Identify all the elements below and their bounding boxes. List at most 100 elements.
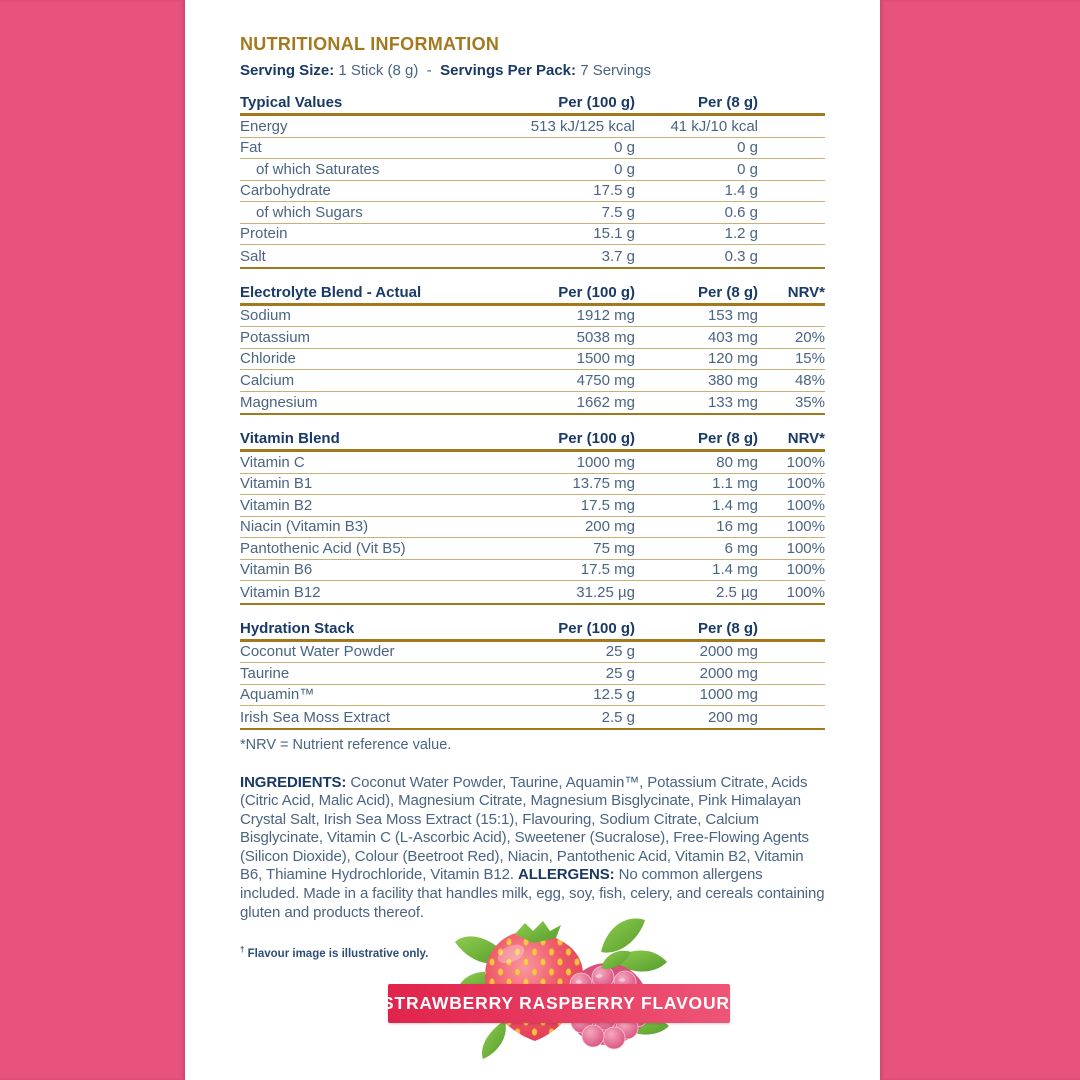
- table-row: Calcium 4750 mg 380 mg 48%: [240, 370, 825, 392]
- row-label: of which Sugars: [256, 203, 363, 221]
- row-label: Vitamin B12: [240, 583, 321, 601]
- per100-value: 200 mg: [584, 518, 635, 535]
- nrv-value: 100%: [786, 453, 825, 471]
- row-label: Carbohydrate: [240, 182, 331, 199]
- per8-value: 0.3 g: [724, 247, 758, 265]
- nrv-value: 100%: [786, 518, 825, 535]
- nrv-value: 100%: [786, 475, 825, 492]
- table-row: Taurine 25 g 2000 mg: [240, 663, 825, 685]
- table-header-row: Electrolyte Blend - Actual Per (100 g) Per…: [240, 281, 825, 306]
- table-row: Vitamin B2 17.5 mg 1.4 mg 100%: [240, 495, 825, 517]
- col-per8-header: Per (8 g): [697, 283, 758, 301]
- col-per8-header: Per (8 g): [697, 430, 758, 447]
- nrv-footnote: *NRV = Nutrient reference value.: [240, 736, 452, 753]
- per100-value: 0 g: [614, 160, 635, 178]
- col-per100-header: Per (100 g): [558, 94, 635, 111]
- section-title: Typical Values: [240, 94, 343, 111]
- per8-value: 0 g: [737, 160, 758, 178]
- row-label: Vitamin B6: [240, 561, 313, 578]
- table-row: Pantothenic Acid (Vit B5) 75 mg 6 mg 100%: [240, 538, 825, 560]
- nrv-value: 48%: [794, 371, 825, 389]
- per100-value: 7.5 g: [601, 203, 635, 221]
- table-header-row: Typical Values Per (100 g) Per (8 g): [240, 91, 825, 116]
- row-label: Vitamin B2: [240, 496, 313, 514]
- table-row: Coconut Water Powder 25 g 2000 mg: [240, 642, 825, 663]
- per8-value: 6 mg: [724, 539, 758, 557]
- servings-per-pack-label: Servings Per Pack:: [440, 62, 577, 79]
- col-per100-header: Per (100 g): [558, 430, 635, 447]
- nrv-value: 20%: [794, 328, 825, 346]
- ingredients-label: INGREDIENTS:: [240, 773, 347, 791]
- row-label: Magnesium: [240, 394, 318, 411]
- table-row: Sodium 1912 mg 153 mg: [240, 306, 825, 327]
- table-vitamin-blend: Vitamin Blend Per (100 g) Per (8 g) NRV* Vit…: [240, 427, 825, 605]
- allergens-text: No common allergens included. Made in a …: [240, 866, 825, 921]
- per100-value: 5038 mg: [576, 328, 635, 346]
- table-row: Protein 15.1 g 1.2 g: [240, 224, 825, 245]
- table-row: Chloride 1500 mg 120 mg 15%: [240, 349, 825, 370]
- flavour-banner-dagger: †: [729, 994, 736, 1006]
- col-per8-header: Per (8 g): [697, 619, 758, 637]
- per8-value: 2.5 µg: [715, 583, 758, 601]
- label-content: NUTRITIONAL INFORMATION Serving Size: 1 …: [240, 34, 825, 960]
- table-row: Vitamin B12 31.25 µg 2.5 µg 100%: [240, 581, 825, 603]
- table-row: Energy 513 kJ/125 kcal 41 kJ/10 kcal: [240, 116, 825, 138]
- per100-value: 17.5 g: [593, 182, 635, 199]
- table-row: of which Saturates 0 g 0 g: [240, 159, 825, 181]
- table-electrolyte-blend: Electrolyte Blend - Actual Per (100 g) Per…: [240, 281, 825, 415]
- nrv-value: 100%: [786, 583, 825, 601]
- table-header-row: Hydration Stack Per (100 g) Per (8 g): [240, 617, 825, 642]
- row-label: Irish Sea Moss Extract: [240, 708, 391, 726]
- table-typical-values: Typical Values Per (100 g) Per (8 g) Energy…: [240, 91, 825, 269]
- table-row: Vitamin B1 13.75 mg 1.1 mg 100%: [240, 474, 825, 495]
- per100-value: 75 mg: [593, 539, 635, 557]
- flavour-banner-label: STRAWBERRY RASPBERRY FLAVOUR†: [382, 993, 736, 1014]
- flavour-footnote-text: Flavour image is illustrative only.: [244, 948, 429, 961]
- row-label: Fat: [240, 139, 262, 156]
- section-title: Vitamin Blend: [240, 430, 340, 447]
- per100-value: 3.7 g: [601, 247, 635, 265]
- row-label: Niacin (Vitamin B3): [240, 518, 369, 535]
- per100-value: 1662 mg: [576, 394, 635, 411]
- per8-value: 133 mg: [707, 394, 758, 411]
- row-label: Sodium: [240, 307, 291, 324]
- table-row: Fat 0 g 0 g: [240, 138, 825, 159]
- flavour-image-footnote: † Flavour image is illustrative only.: [240, 945, 825, 960]
- per100-value: 12.5 g: [593, 686, 635, 703]
- row-label: Energy: [240, 117, 288, 135]
- table-row: Vitamin B6 17.5 mg 1.4 mg 100%: [240, 560, 825, 581]
- table-row: Potassium 5038 mg 403 mg 20%: [240, 327, 825, 349]
- section-title: Electrolyte Blend - Actual: [240, 283, 422, 301]
- per100-value: 17.5 mg: [580, 561, 635, 578]
- serving-size-label: Serving Size:: [240, 62, 335, 79]
- per100-value: 15.1 g: [593, 225, 635, 242]
- table-row: Vitamin C 1000 mg 80 mg 100%: [240, 452, 825, 474]
- per8-value: 0.6 g: [724, 203, 758, 221]
- left-pink-panel: [0, 0, 185, 1080]
- per100-value: 25 g: [605, 643, 635, 660]
- per8-value: 403 mg: [707, 328, 758, 346]
- table-row: Salt 3.7 g 0.3 g: [240, 245, 825, 267]
- allergens-label: ALLERGENS:: [518, 866, 615, 884]
- row-label: Vitamin B1: [240, 475, 313, 492]
- right-pink-panel: [880, 0, 1080, 1080]
- row-label: Salt: [240, 247, 266, 265]
- nrv-value: 35%: [794, 394, 825, 411]
- row-label: Vitamin C: [240, 453, 305, 471]
- ingredients-paragraph: INGREDIENTS: Coconut Water Powder, Tauri…: [240, 774, 825, 923]
- per100-value: 13.75 mg: [572, 475, 635, 492]
- table-header-row: Vitamin Blend Per (100 g) Per (8 g) NRV*: [240, 427, 825, 452]
- row-label: Calcium: [240, 371, 295, 389]
- per100-value: 513 kJ/125 kcal: [530, 117, 635, 135]
- per8-value: 80 mg: [716, 453, 758, 471]
- section-title: Hydration Stack: [240, 619, 355, 637]
- col-per8-header: Per (8 g): [697, 94, 758, 111]
- servings-per-pack-value: 7 Servings: [580, 62, 652, 79]
- per100-value: 1912 mg: [576, 307, 635, 324]
- per8-value: 41 kJ/10 kcal: [670, 117, 758, 135]
- per8-value: 120 mg: [707, 350, 758, 367]
- table-row: Magnesium 1662 mg 133 mg 35%: [240, 392, 825, 414]
- row-label: Protein: [240, 225, 288, 242]
- row-label: Potassium: [240, 328, 311, 346]
- per8-value: 1000 mg: [699, 686, 758, 703]
